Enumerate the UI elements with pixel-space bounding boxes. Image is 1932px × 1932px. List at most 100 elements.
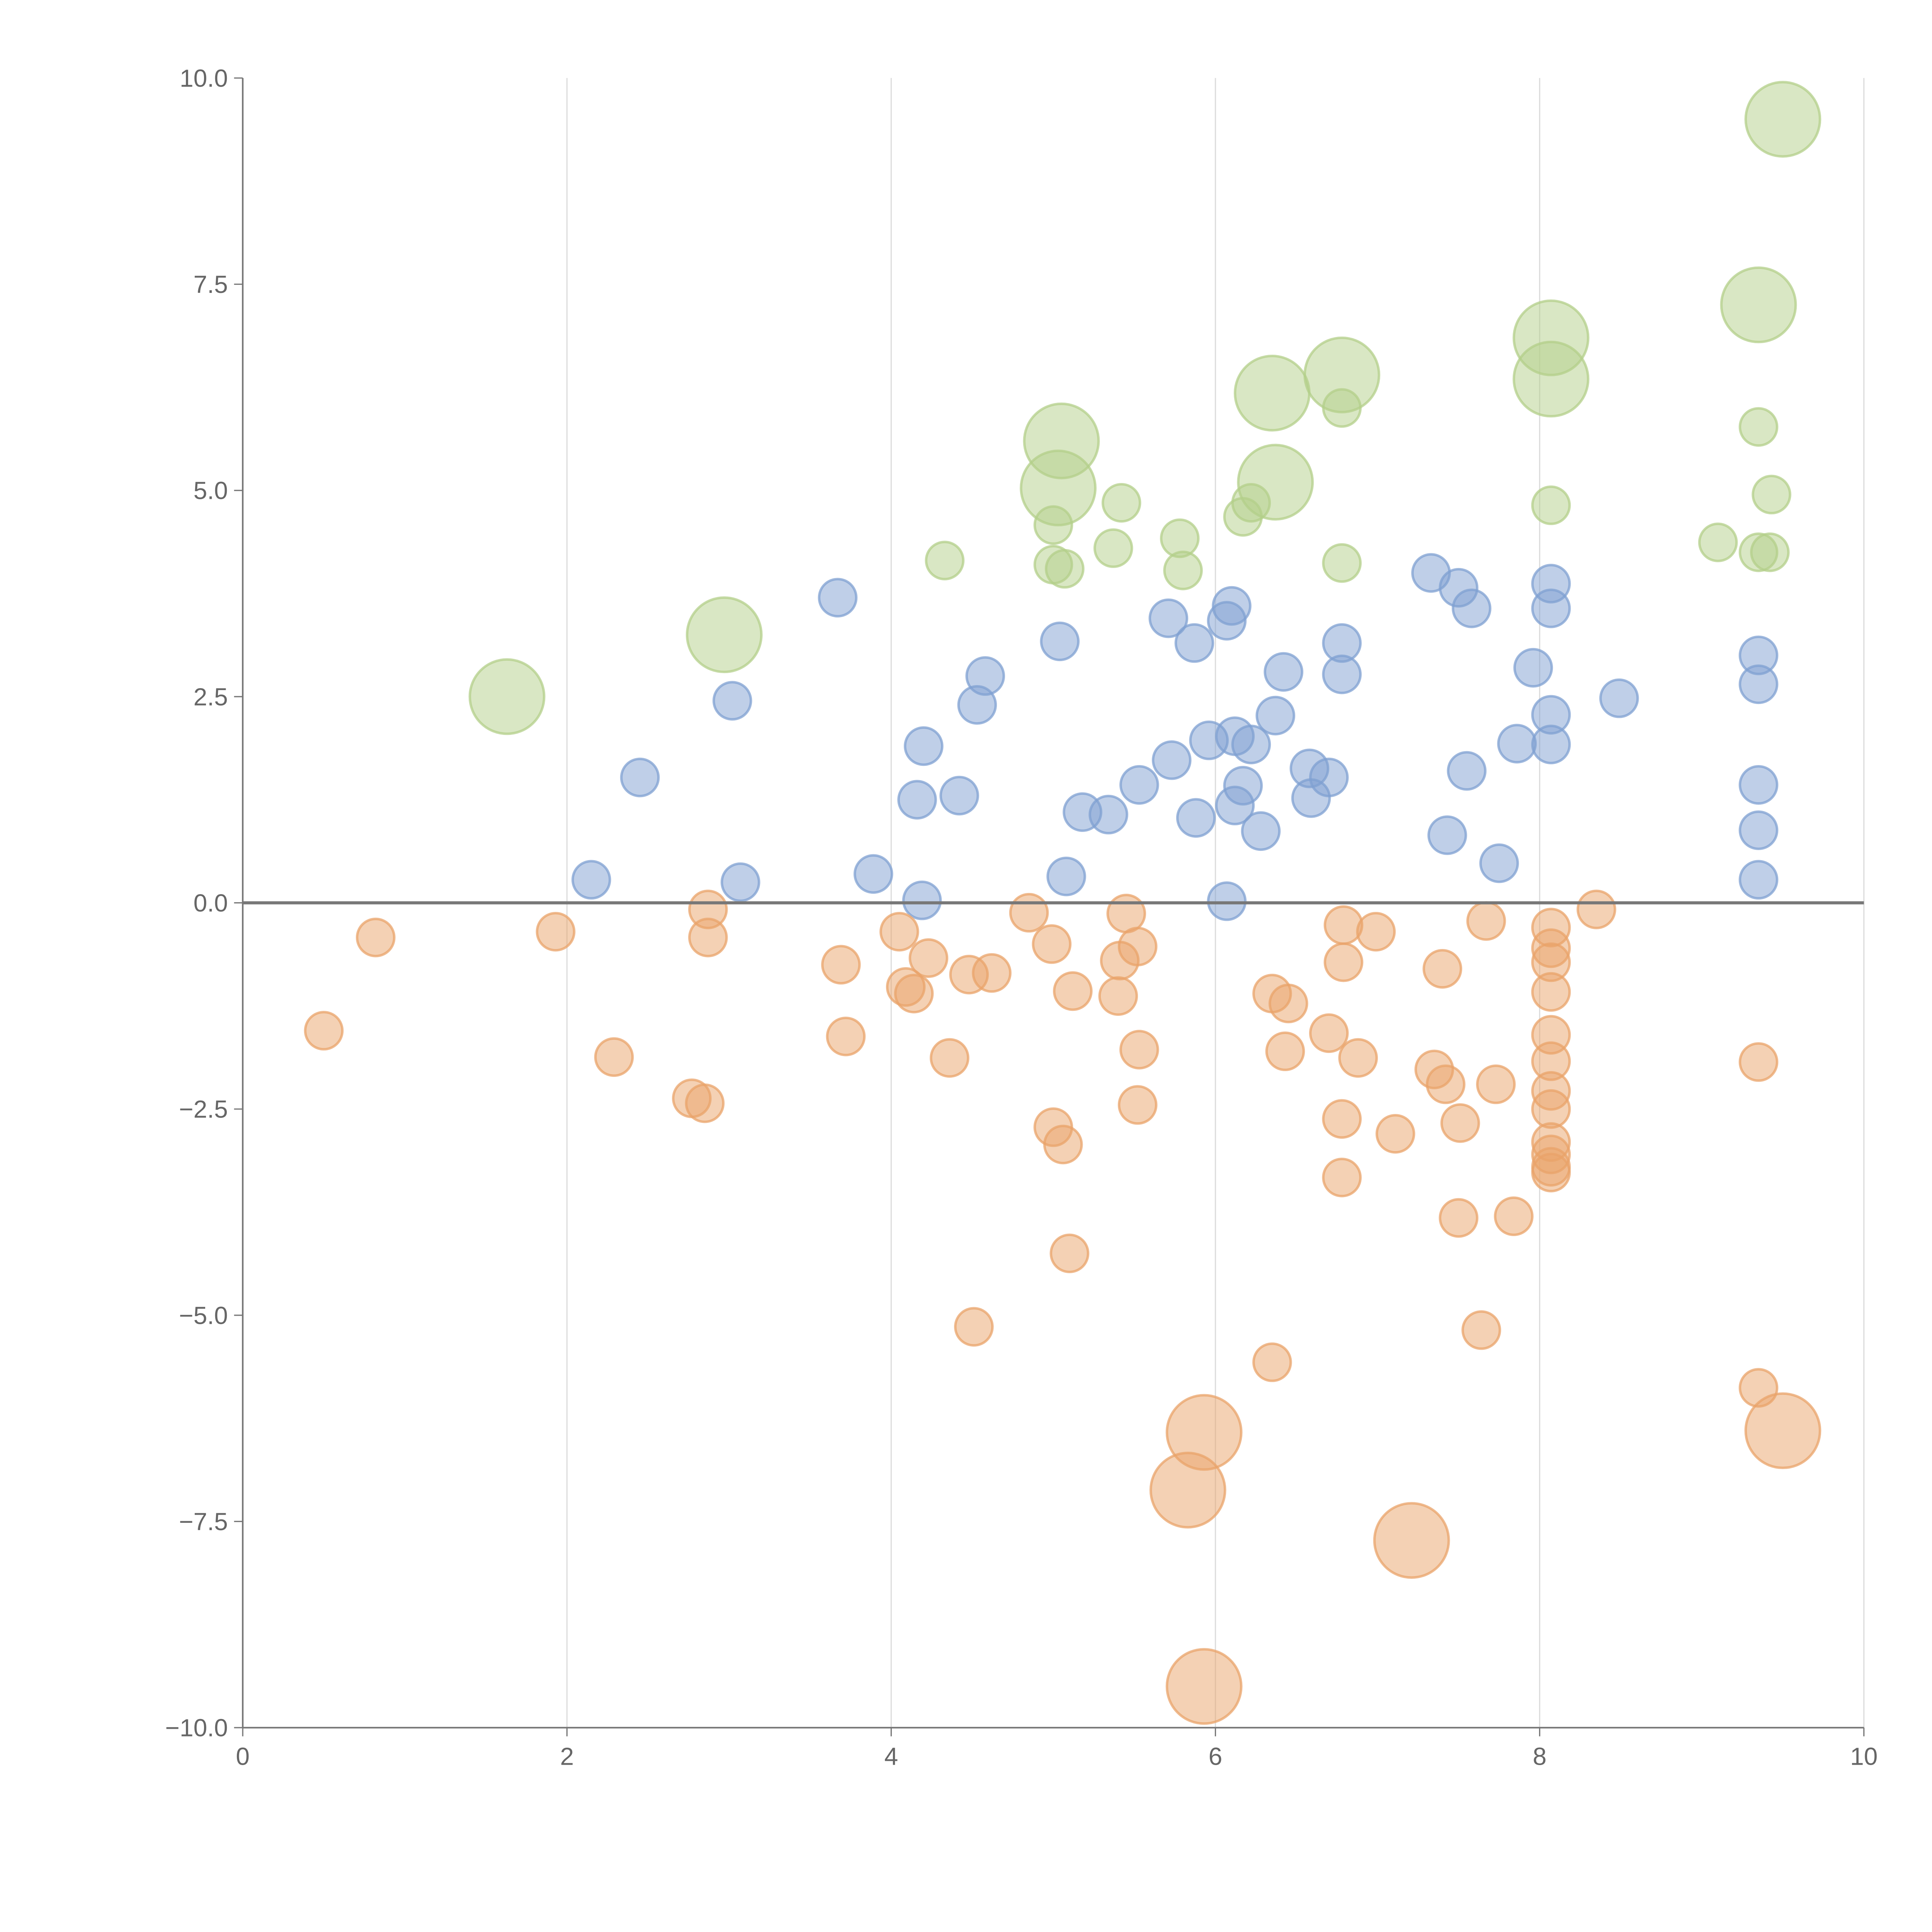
x-tick-label: 2 (560, 1742, 574, 1770)
point-positive (1479, 843, 1519, 883)
point-positive (1497, 724, 1537, 764)
point-negative (1461, 1310, 1501, 1350)
point-positive (1531, 588, 1571, 628)
point-positive (1151, 740, 1192, 780)
point-positive (1148, 598, 1189, 638)
point-negative (1119, 1030, 1159, 1070)
point-positive (1513, 648, 1553, 688)
point-positive (620, 757, 660, 798)
y-tick-label: 7.5 (194, 270, 228, 298)
point-negative (1009, 893, 1049, 933)
point-positive (1207, 881, 1247, 921)
point-negative (1531, 1153, 1571, 1192)
point-positive (1119, 765, 1159, 805)
point-positive (1046, 856, 1086, 896)
point-positive (1599, 678, 1639, 718)
point-negative (1117, 927, 1158, 966)
y-tick-label: −5.0 (179, 1301, 228, 1329)
point-negative (1322, 1158, 1362, 1197)
point-negative (688, 917, 728, 957)
point-positive-high (1237, 444, 1314, 521)
y-tick: −10.0 (165, 1714, 243, 1742)
point-negative (1032, 924, 1072, 964)
point-positive (1322, 654, 1362, 694)
point-positive (1176, 798, 1216, 838)
point-negative (1338, 1038, 1378, 1078)
point-positive (1738, 765, 1779, 805)
y-tick: −5.0 (179, 1301, 243, 1329)
y-tick-label: −10.0 (165, 1714, 228, 1742)
x-tick-label: 6 (1209, 1742, 1223, 1770)
point-positive (1531, 724, 1571, 764)
point-positive (1255, 696, 1296, 736)
x-tick-label: 4 (884, 1742, 898, 1770)
point-positive-high (1045, 549, 1085, 589)
point-positive (720, 862, 760, 902)
y-tick-label: 5.0 (194, 477, 228, 505)
point-positive-high (1698, 522, 1738, 562)
x-tick-label: 8 (1533, 1742, 1547, 1770)
x-tick: 6 (1209, 1728, 1223, 1770)
point-positive-high (685, 596, 763, 673)
point-negative (1738, 1042, 1779, 1082)
point-negative (894, 974, 934, 1014)
point-positive (904, 726, 944, 766)
points (304, 81, 1821, 1725)
point-positive-high (1322, 388, 1362, 428)
point-positive (818, 578, 858, 618)
point-negative (1165, 1648, 1243, 1725)
point-positive (939, 776, 979, 816)
point-positive-high (1531, 485, 1571, 525)
point-positive-high (1233, 354, 1311, 432)
point-negative (355, 917, 396, 957)
x-tick: 0 (236, 1728, 250, 1770)
point-positive (712, 681, 752, 721)
point-negative (1098, 976, 1138, 1016)
point-positive (1427, 815, 1467, 855)
y-tick-label: 2.5 (194, 683, 228, 711)
point-positive (1447, 751, 1487, 791)
x-tick-label: 0 (236, 1742, 250, 1770)
point-positive (1452, 588, 1492, 628)
point-negative (1049, 1233, 1090, 1274)
point-positive (1212, 586, 1252, 626)
point-negative (1577, 889, 1616, 929)
point-negative (1356, 912, 1396, 952)
point-negative (1531, 1089, 1571, 1129)
point-negative (1439, 1198, 1479, 1238)
y-tick-label: −2.5 (179, 1095, 228, 1123)
y-tick: 0.0 (194, 889, 243, 917)
point-positive-high (1512, 340, 1590, 418)
point-negative (826, 1017, 866, 1056)
y-tick: 7.5 (194, 270, 243, 298)
point-negative (1422, 949, 1463, 989)
point-positive (1231, 724, 1271, 764)
y-tick-label: 0.0 (194, 889, 228, 917)
point-positive-high (468, 658, 546, 735)
point-negative (304, 1011, 344, 1051)
point-negative (879, 912, 919, 952)
point-positive (1738, 860, 1779, 900)
point-positive-high (1093, 528, 1133, 568)
point-positive (1088, 794, 1128, 835)
point-negative (1322, 1099, 1362, 1139)
point-negative (1149, 1452, 1226, 1529)
y-tick-label: −7.5 (179, 1508, 228, 1536)
point-positive (1174, 623, 1214, 663)
x-tick-label: 10 (1850, 1742, 1878, 1770)
point-negative (594, 1037, 634, 1077)
point-negative (1323, 942, 1364, 982)
point-negative (1106, 894, 1146, 934)
y-tick: 10.0 (180, 64, 243, 92)
point-negative (908, 938, 949, 978)
point-positive (1738, 664, 1779, 704)
y-tick: 2.5 (194, 683, 243, 711)
point-positive (571, 860, 611, 900)
point-positive-high (1738, 407, 1779, 447)
y-tick-label: 10.0 (180, 64, 228, 92)
point-negative (1043, 1124, 1083, 1165)
point-negative (1053, 971, 1093, 1011)
point-negative (1309, 1013, 1349, 1053)
point-negative (1265, 1031, 1305, 1071)
